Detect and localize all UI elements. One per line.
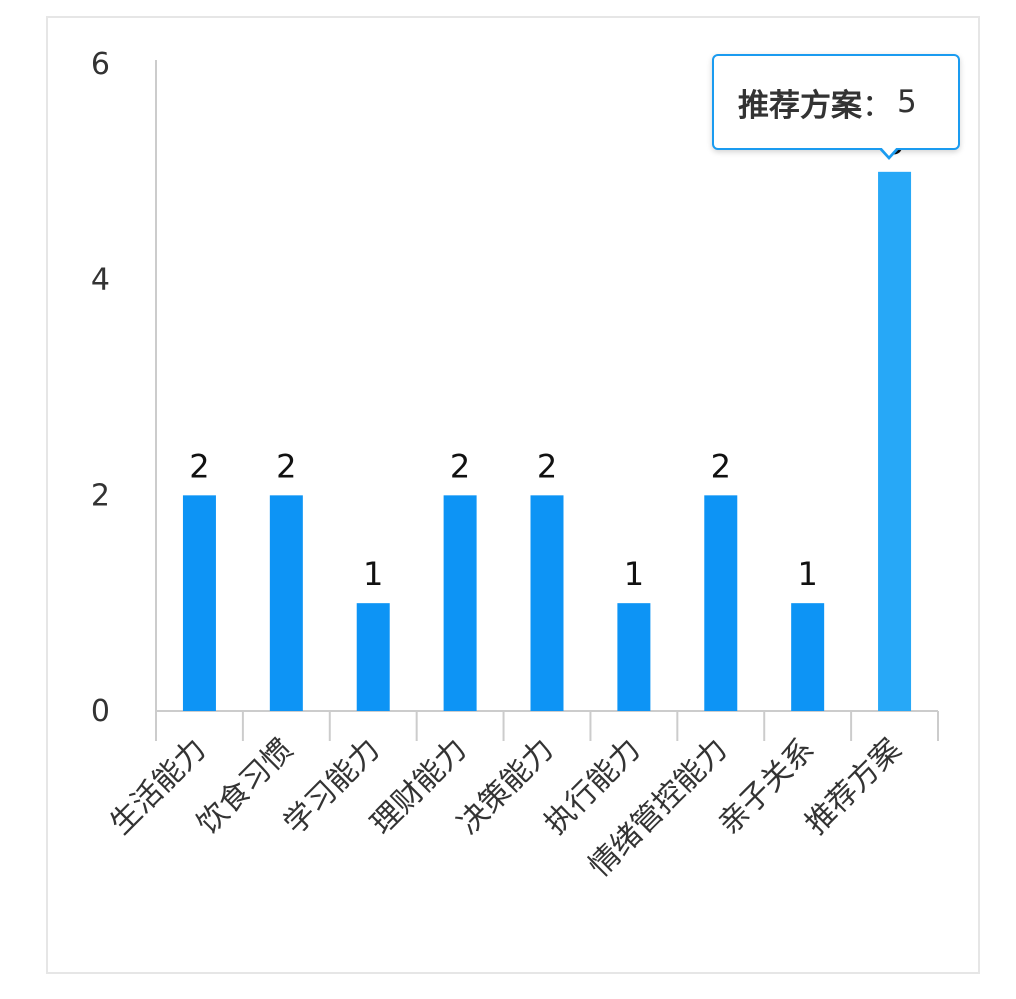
data-label: 1 [797,555,817,593]
y-tick-label: 0 [91,694,110,729]
data-label: 2 [711,447,731,485]
data-label: 2 [537,447,557,485]
bar [617,603,651,711]
data-label: 2 [276,447,296,485]
x-tick-label: 亲子关系 [712,732,822,842]
x-tick-label: 学习能力 [277,732,387,842]
data-label: 2 [450,447,470,485]
chart-tooltip: 推荐方案： 5 [712,54,960,150]
bar [704,495,738,711]
bar [791,603,825,711]
tooltip-category: 推荐方案 [738,87,862,124]
x-tick-label: 理财能力 [364,732,474,842]
chart-card [46,16,980,974]
bar [530,495,564,711]
tooltip-value: 5 [897,84,917,120]
bar [269,495,303,711]
x-tick-label: 决策能力 [451,732,561,842]
data-label: 1 [624,555,644,593]
data-label: 2 [189,447,209,485]
bar [878,171,912,712]
tooltip-separator: ： [862,87,893,124]
x-tick-label: 饮食习惯 [190,732,300,842]
tooltip-pointer [878,146,900,160]
x-tick-label: 生活能力 [103,732,213,842]
bar [182,495,216,711]
y-tick-label: 6 [91,47,110,82]
bar [356,603,390,711]
x-tick-label: 推荐方案 [799,732,909,842]
y-tick-label: 2 [91,478,110,513]
data-label: 1 [363,555,383,593]
y-tick-label: 4 [91,263,110,298]
bar [443,495,477,711]
